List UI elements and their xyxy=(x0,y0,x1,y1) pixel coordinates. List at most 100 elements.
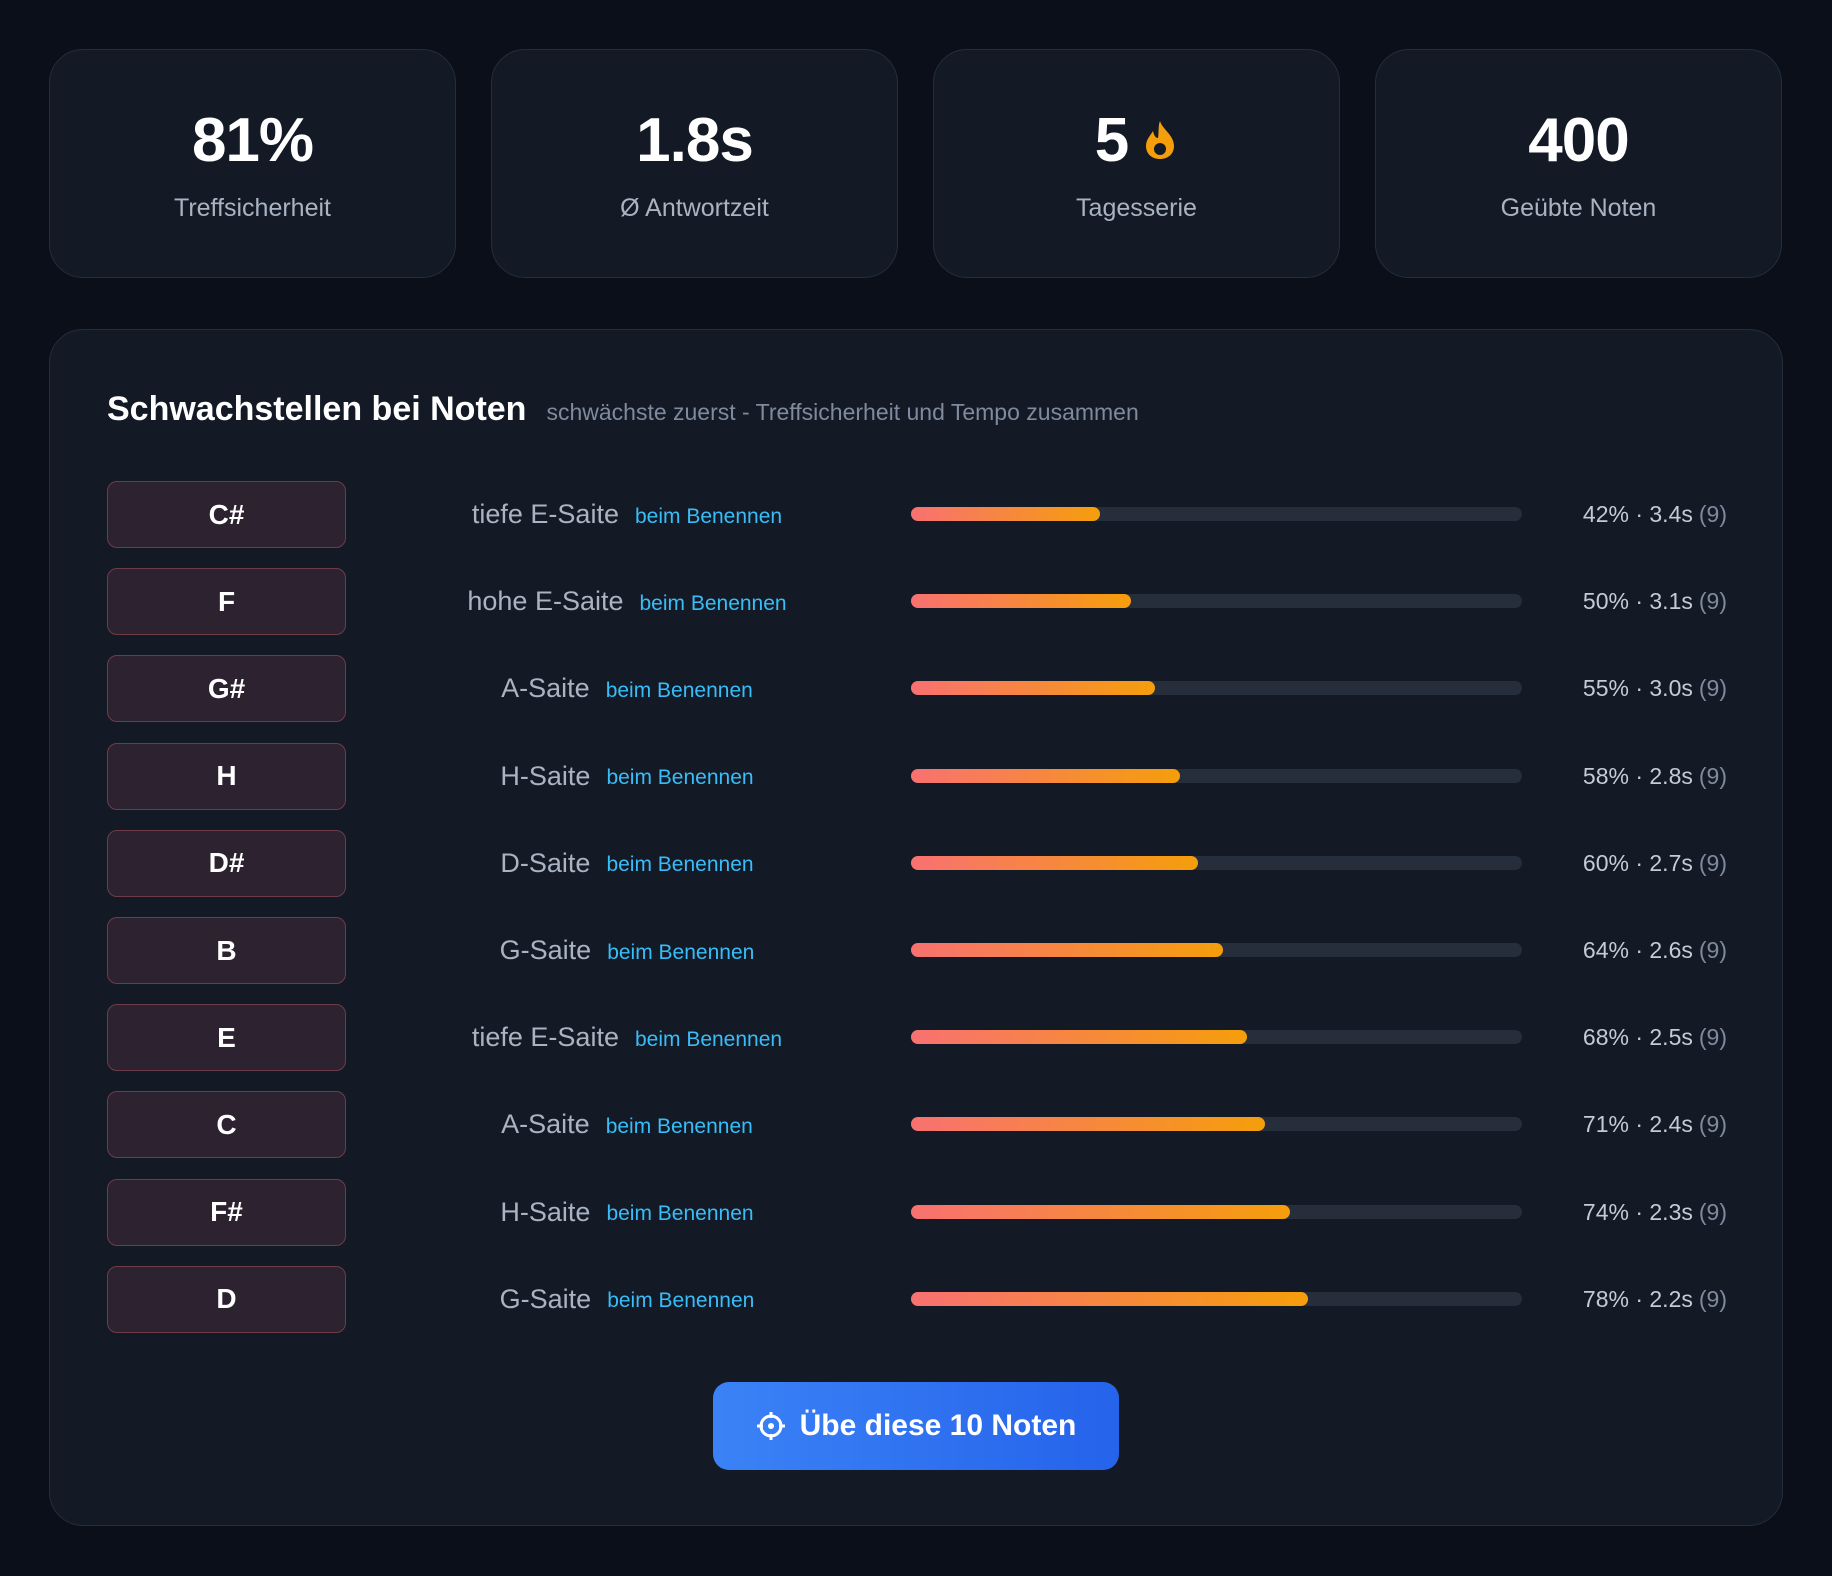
note-row: H H-Saite beim Benennen 58% · 2.8s (9) xyxy=(107,742,1727,810)
note-stats: 68% · 2.5s (9) xyxy=(1583,1004,1727,1071)
stat-card: 81% Treffsicherheit xyxy=(49,49,456,278)
score-track xyxy=(911,768,1522,783)
accuracy-time: 42% · 3.4s xyxy=(1582,501,1693,527)
note-row: C# tiefe E-Saite beim Benennen 42% · 3.4s (9… xyxy=(107,481,1727,548)
note-row: G# A-Saite beim Benennen 55% · 3.0s (9) xyxy=(107,655,1727,723)
attempt-count: (9) xyxy=(1698,762,1727,789)
note-row: C A-Saite beim Benennen 71% · 2.4s (9) xyxy=(107,1091,1727,1159)
mode-label: beim Benennen xyxy=(607,1289,755,1313)
accuracy-time: 60% · 2.7s xyxy=(1582,849,1693,876)
panel-header: Schwachstellen bei Noten schwächste zuer… xyxy=(107,390,1139,429)
mode-label: beim Benennen xyxy=(605,1114,753,1138)
stat-value: 1.8s xyxy=(636,100,754,180)
stat-label: Ø Antwortzeit xyxy=(620,194,769,222)
note-badge: F xyxy=(107,568,346,636)
string-info: G-Saite beim Benennen xyxy=(437,917,817,984)
note-badge: G# xyxy=(107,655,346,723)
string-info: D-Saite beim Benennen xyxy=(437,830,817,897)
mode-label: beim Benennen xyxy=(606,766,754,790)
stat-label: Geübte Noten xyxy=(1500,194,1657,222)
string-name: A-Saite xyxy=(501,1109,590,1140)
mode-label: beim Benennen xyxy=(634,1027,783,1051)
note-row: B G-Saite beim Benennen 64% · 2.6s (9) xyxy=(107,917,1727,984)
string-info: tiefe E-Saite beim Benennen xyxy=(437,481,817,548)
string-info: hohe E-Saite beim Benennen xyxy=(437,568,817,635)
score-bar xyxy=(911,855,1199,870)
note-stats: 42% · 3.4s (9) xyxy=(1583,481,1727,548)
note-stats: 60% · 2.7s (9) xyxy=(1583,830,1727,897)
attempt-count: (9) xyxy=(1698,1024,1727,1051)
note-row: F# H-Saite beim Benennen 74% · 2.3s (9) xyxy=(107,1178,1727,1246)
string-name: H-Saite xyxy=(500,1196,591,1227)
score-track xyxy=(911,1204,1522,1219)
score-bar xyxy=(911,1117,1266,1132)
button-label: Übe diese 10 Noten xyxy=(799,1409,1077,1442)
string-name: G-Saite xyxy=(499,1283,592,1314)
string-name: G-Saite xyxy=(499,935,592,965)
score-bar xyxy=(911,1291,1309,1306)
score-track xyxy=(911,855,1522,870)
string-name: A-Saite xyxy=(501,673,590,704)
note-stats: 71% · 2.4s (9) xyxy=(1583,1091,1727,1158)
stat-number: 81% xyxy=(191,105,314,175)
stat-card: 5 Tagesserie xyxy=(933,49,1340,278)
mode-label: beim Benennen xyxy=(606,853,754,877)
accuracy-time: 58% · 2.8s xyxy=(1582,762,1693,789)
score-track xyxy=(911,1117,1522,1132)
score-track xyxy=(911,507,1522,521)
stat-number: 1.8s xyxy=(636,105,754,175)
score-bar xyxy=(911,681,1156,696)
string-info: H-Saite beim Benennen xyxy=(437,743,817,810)
string-name: tiefe E-Saite xyxy=(471,499,619,529)
note-badge: C# xyxy=(107,481,346,548)
target-icon xyxy=(756,1412,785,1440)
string-name: hohe E-Saite xyxy=(467,586,624,617)
stat-value: 5 xyxy=(1095,100,1178,180)
stat-number: 400 xyxy=(1528,105,1629,175)
string-info: H-Saite beim Benennen xyxy=(437,1179,817,1246)
string-info: tiefe E-Saite beim Benennen xyxy=(437,1004,817,1071)
note-stats: 50% · 3.1s (9) xyxy=(1583,568,1727,635)
note-badge: B xyxy=(107,917,346,984)
practice-button[interactable]: Übe diese 10 Noten xyxy=(713,1382,1119,1470)
string-name: H-Saite xyxy=(500,760,591,791)
mode-label: beim Benennen xyxy=(607,940,755,964)
mode-label: beim Benennen xyxy=(606,1202,754,1226)
attempt-count: (9) xyxy=(1698,1198,1727,1225)
note-badge: F# xyxy=(107,1178,346,1246)
accuracy-time: 74% · 2.3s xyxy=(1582,1198,1693,1225)
mode-label: beim Benennen xyxy=(605,678,753,702)
mode-label: beim Benennen xyxy=(639,591,787,615)
score-bar xyxy=(911,507,1101,521)
note-badge: H xyxy=(107,742,346,810)
score-track xyxy=(911,1291,1522,1306)
string-info: G-Saite beim Benennen xyxy=(437,1266,817,1333)
stat-value: 81% xyxy=(191,100,314,180)
string-info: A-Saite beim Benennen xyxy=(437,1091,817,1158)
mode-label: beim Benennen xyxy=(634,504,783,528)
attempt-count: (9) xyxy=(1698,675,1727,702)
stat-label: Tagesserie xyxy=(1076,194,1197,222)
attempt-count: (9) xyxy=(1698,1285,1727,1312)
note-stats: 78% · 2.2s (9) xyxy=(1583,1266,1727,1333)
note-stats: 64% · 2.6s (9) xyxy=(1583,917,1727,984)
attempt-count: (9) xyxy=(1698,937,1727,963)
score-bar xyxy=(911,768,1180,783)
attempt-count: (9) xyxy=(1698,501,1727,527)
note-badge: D# xyxy=(107,829,346,897)
attempt-count: (9) xyxy=(1698,849,1727,876)
note-badge: E xyxy=(107,1004,346,1072)
note-badge: C xyxy=(107,1091,346,1159)
accuracy-time: 55% · 3.0s xyxy=(1582,675,1693,702)
score-track xyxy=(911,594,1522,609)
accuracy-time: 78% · 2.2s xyxy=(1582,1285,1693,1312)
accuracy-time: 68% · 2.5s xyxy=(1582,1024,1693,1051)
attempt-count: (9) xyxy=(1698,1111,1727,1138)
note-stats: 55% · 3.0s (9) xyxy=(1583,655,1727,722)
flame-icon xyxy=(1146,121,1175,159)
score-track xyxy=(911,681,1522,696)
